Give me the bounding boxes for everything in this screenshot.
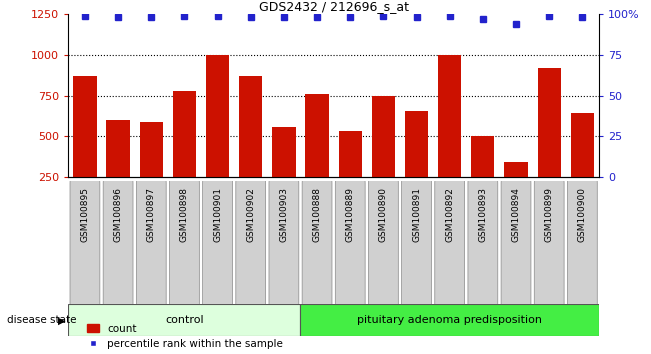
Bar xyxy=(405,111,428,177)
FancyBboxPatch shape xyxy=(468,177,498,315)
Text: GSM100893: GSM100893 xyxy=(478,187,488,242)
Bar xyxy=(272,127,296,177)
Bar xyxy=(538,68,561,177)
Text: GSM100903: GSM100903 xyxy=(279,187,288,242)
Text: GSM100902: GSM100902 xyxy=(246,187,255,242)
Text: GSM100896: GSM100896 xyxy=(113,187,122,242)
Legend: count, percentile rank within the sample: count, percentile rank within the sample xyxy=(87,324,283,349)
Bar xyxy=(571,113,594,177)
FancyBboxPatch shape xyxy=(68,304,301,336)
Text: GSM100888: GSM100888 xyxy=(312,187,322,242)
Text: disease state: disease state xyxy=(7,315,76,325)
Bar xyxy=(107,120,130,177)
Bar xyxy=(140,122,163,177)
Text: GSM100892: GSM100892 xyxy=(445,187,454,242)
Bar xyxy=(438,55,462,177)
FancyBboxPatch shape xyxy=(568,177,597,315)
FancyBboxPatch shape xyxy=(534,177,564,315)
FancyBboxPatch shape xyxy=(236,177,266,315)
FancyBboxPatch shape xyxy=(302,177,332,315)
Title: GDS2432 / 212696_s_at: GDS2432 / 212696_s_at xyxy=(258,0,409,13)
Text: GSM100889: GSM100889 xyxy=(346,187,355,242)
Text: GSM100897: GSM100897 xyxy=(146,187,156,242)
FancyBboxPatch shape xyxy=(70,177,100,315)
FancyBboxPatch shape xyxy=(402,177,432,315)
Bar xyxy=(505,162,527,177)
FancyBboxPatch shape xyxy=(368,177,398,315)
Text: GSM100895: GSM100895 xyxy=(81,187,89,242)
Bar xyxy=(305,94,329,177)
Text: GSM100891: GSM100891 xyxy=(412,187,421,242)
Bar xyxy=(239,76,262,177)
Text: GSM100899: GSM100899 xyxy=(545,187,554,242)
Text: GSM100901: GSM100901 xyxy=(213,187,222,242)
Text: GSM100894: GSM100894 xyxy=(512,187,521,242)
FancyBboxPatch shape xyxy=(103,177,133,315)
Bar xyxy=(74,76,96,177)
Text: GSM100900: GSM100900 xyxy=(578,187,587,242)
FancyBboxPatch shape xyxy=(301,304,599,336)
FancyBboxPatch shape xyxy=(269,177,299,315)
Text: control: control xyxy=(165,315,204,325)
FancyBboxPatch shape xyxy=(335,177,365,315)
Bar xyxy=(471,136,495,177)
FancyBboxPatch shape xyxy=(501,177,531,315)
Bar xyxy=(206,55,229,177)
Text: GSM100890: GSM100890 xyxy=(379,187,388,242)
Bar xyxy=(339,131,362,177)
FancyBboxPatch shape xyxy=(136,177,166,315)
Bar xyxy=(372,96,395,177)
Bar xyxy=(173,91,196,177)
FancyBboxPatch shape xyxy=(435,177,465,315)
Text: pituitary adenoma predisposition: pituitary adenoma predisposition xyxy=(357,315,542,325)
Text: ▶: ▶ xyxy=(57,315,65,325)
FancyBboxPatch shape xyxy=(169,177,199,315)
FancyBboxPatch shape xyxy=(202,177,232,315)
Text: GSM100898: GSM100898 xyxy=(180,187,189,242)
